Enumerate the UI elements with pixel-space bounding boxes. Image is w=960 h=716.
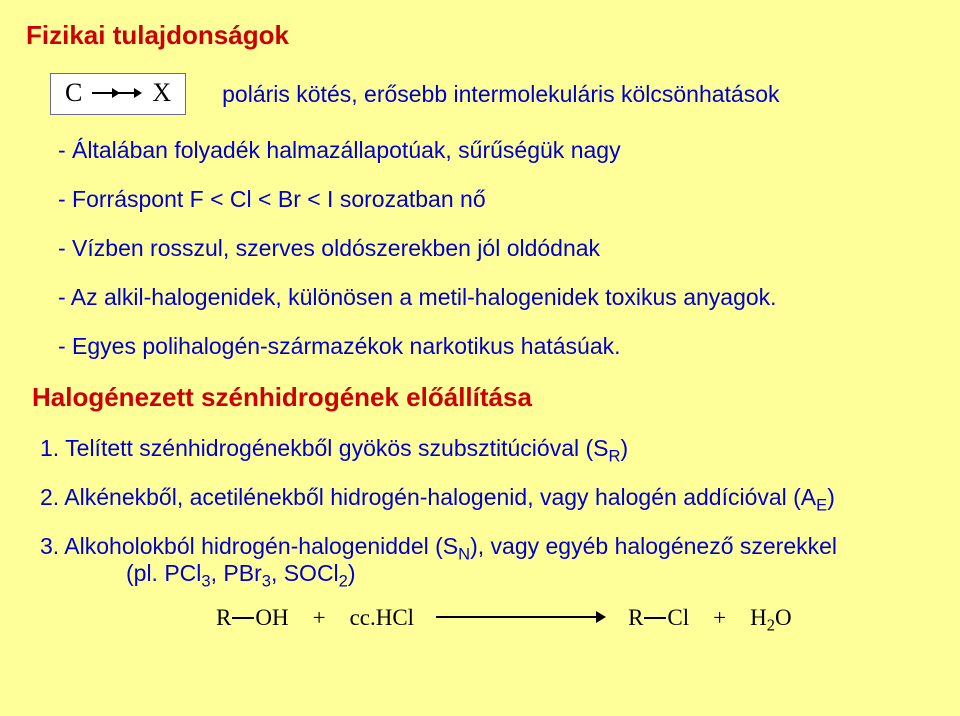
method-2-text: 2. Alkénekből, acetilénekből hidrogén-ha… [40,484,816,510]
cx-row: C X poláris kötés, erősebb intermolekulá… [50,73,934,115]
title-physical-properties: Fizikai tulajdonságok [26,20,934,51]
plus-sign: + [313,605,326,631]
bullet-list: - Általában folyadék halmazállapotúak, s… [58,137,934,360]
ae-sub: E [816,496,827,515]
cx-box: C X [50,73,186,115]
r-letter-prod: R [628,605,643,630]
slide: Fizikai tulajdonságok C X poláris kötés,… [0,0,960,716]
product-h2o: H2O [750,605,792,631]
method-2: 2. Alkénekből, acetilénekből hidrogén-ha… [40,484,934,511]
pbr3-sub: 3 [262,572,271,591]
oh-group: OH [255,605,288,630]
reaction-arrow-icon [436,605,606,631]
method-1-end: ) [620,435,628,461]
bullet-item: - Vízben rosszul, szerves oldószerekben … [58,235,934,262]
bond-icon [232,617,254,619]
socl2-sub: 2 [339,572,348,591]
bullet-item: - Forráspont F < Cl < Br < I sorozatban … [58,186,934,213]
plus-sign: + [713,605,726,631]
method-1: 1. Telített szénhidrogénekből gyökös szu… [40,435,934,462]
bullet-item: - Egyes polihalogén-származékok narkotik… [58,333,934,360]
reaction-equation: R OH + cc.HCl R Cl + H2O [216,605,934,631]
method-3-line1b: ), vagy egyéb halogénező szerekkel [470,533,837,559]
method-3-line1a: 3. Alkoholokból hidrogén-halogeniddel (S [40,533,458,559]
cx-left-letter: C [65,78,82,108]
pbr3-pre: , PBr [211,560,262,586]
product-rcl: R Cl [628,605,689,631]
h-letter: H [750,605,767,630]
method-1-text: 1. Telített szénhidrogénekből gyökös szu… [40,435,609,461]
pcl3-sub: 3 [201,572,210,591]
socl2-pre: , SOCl [271,560,339,586]
pcl3-pre: (pl. PCl [126,560,201,586]
reactant-hcl: cc.HCl [350,605,415,631]
title-preparation: Halogénezett szénhidrogének előállítása [32,382,934,413]
cx-right-letter: X [152,78,171,108]
cx-caption: poláris kötés, erősebb intermolekuláris … [222,81,779,108]
h2o-sub: 2 [767,616,775,635]
method-2-end: ) [827,484,835,510]
bullet-item: - Az alkil-halogenidek, különösen a meti… [58,284,934,311]
bond-icon [644,617,666,619]
reagents-end: ) [348,560,356,586]
o-letter: O [775,605,792,630]
cl-group: Cl [667,605,689,630]
short-arrow-icon [92,85,142,101]
sn-sub: N [458,545,470,564]
sr-sub: R [609,447,621,466]
method-3-line2: (pl. PCl3, PBr3, SOCl2) [126,560,934,587]
reactant-roh: R OH [216,605,289,631]
r-letter: R [216,605,231,630]
method-3: 3. Alkoholokból hidrogén-halogeniddel (S… [40,533,934,587]
bullet-item: - Általában folyadék halmazállapotúak, s… [58,137,934,164]
